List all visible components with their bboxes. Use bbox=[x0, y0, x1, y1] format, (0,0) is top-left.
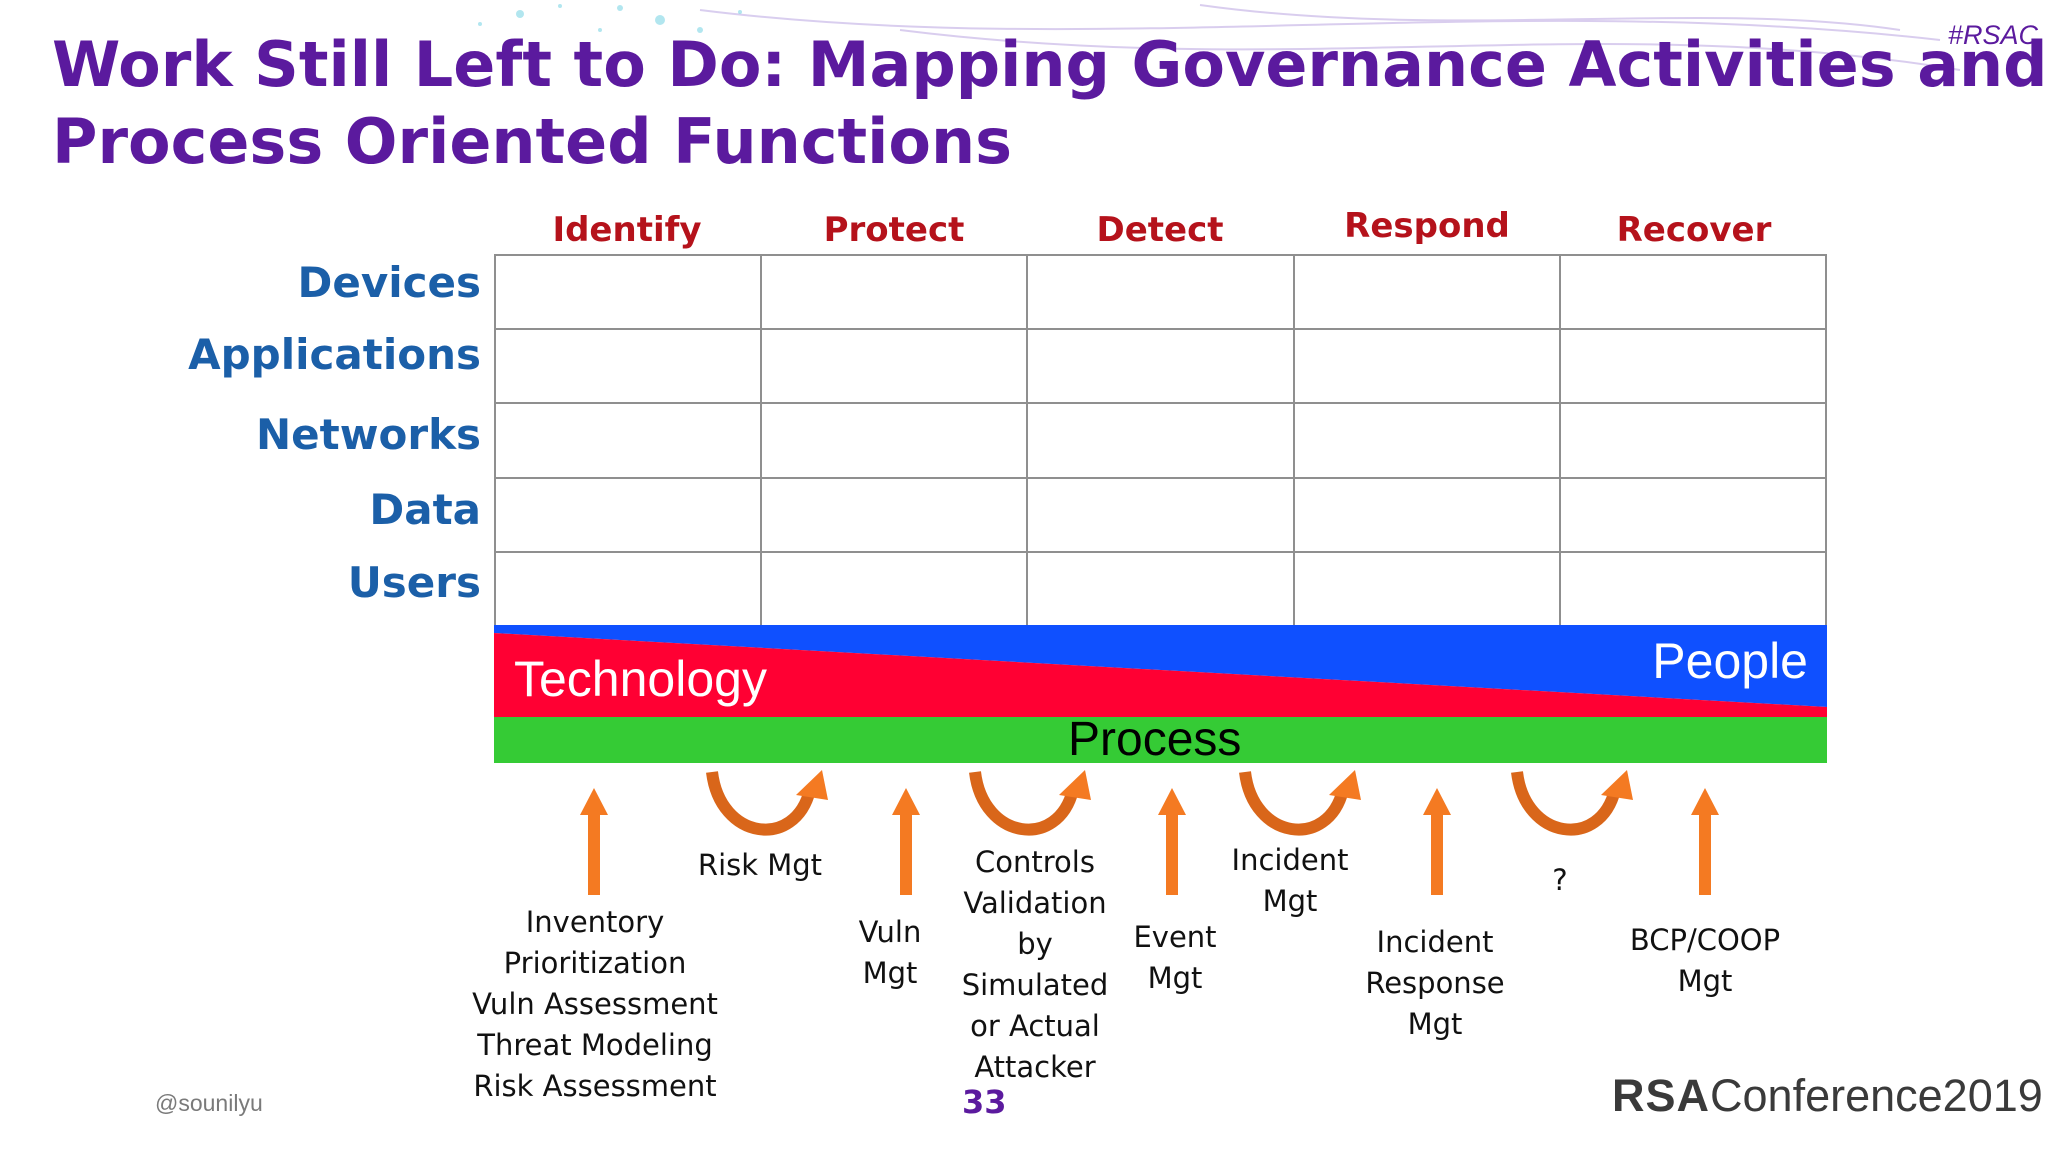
matrix-cell bbox=[1028, 256, 1295, 331]
people-band bbox=[494, 625, 1827, 707]
column-header-identify: Identify bbox=[552, 210, 702, 250]
author-handle: @sounilyu bbox=[155, 1090, 263, 1116]
process-label: Process bbox=[1068, 713, 1242, 766]
label-line: Incident bbox=[1231, 843, 1349, 877]
curved-arrow-incident bbox=[1239, 770, 1361, 836]
row-header-networks: Networks bbox=[255, 410, 481, 459]
row-header-users: Users bbox=[347, 558, 481, 607]
label-unknown: ? bbox=[1540, 860, 1580, 901]
arrow-bcp bbox=[1691, 788, 1719, 895]
label-incident-mgt: Incident Mgt bbox=[1225, 840, 1355, 922]
arrow-vuln bbox=[892, 788, 920, 895]
label-event-mgt: Event Mgt bbox=[1115, 917, 1235, 999]
process-band bbox=[494, 717, 1827, 763]
matrix-cell bbox=[1028, 478, 1295, 553]
curved-arrow-risk bbox=[706, 770, 828, 836]
label-line: Vuln bbox=[858, 915, 922, 949]
arrow-event bbox=[1158, 788, 1186, 895]
label-line: Mgt bbox=[1407, 1007, 1463, 1041]
label-bcp-coop-mgt: BCP/COOP Mgt bbox=[1615, 920, 1795, 1002]
column-header-recover: Recover bbox=[1616, 210, 1772, 250]
arrow-incident-response bbox=[1423, 788, 1451, 895]
label-vuln-mgt: Vuln Mgt bbox=[830, 912, 950, 994]
label-line: Risk Assessment bbox=[473, 1069, 717, 1103]
rsa-conference-logo: RSAConference2019 bbox=[1612, 1070, 2043, 1122]
label-line: or Actual bbox=[970, 1009, 1100, 1043]
technology-band bbox=[494, 633, 1827, 717]
label-line: Response bbox=[1365, 966, 1505, 1000]
label-line: Mgt bbox=[1262, 884, 1318, 918]
label-line: Risk Mgt bbox=[697, 848, 823, 882]
people-label: People bbox=[1652, 633, 1808, 689]
label-line: Prioritization bbox=[503, 946, 687, 980]
matrix-cell bbox=[1028, 404, 1295, 479]
matrix-cell bbox=[1294, 256, 1561, 331]
matrix-cell bbox=[1560, 404, 1827, 479]
row-header-devices: Devices bbox=[297, 258, 481, 307]
label-line: ? bbox=[1552, 863, 1568, 897]
matrix-cell bbox=[496, 478, 763, 553]
title-line-2: Process Oriented Functions bbox=[52, 105, 1013, 178]
page-number: 33 bbox=[962, 1083, 1007, 1121]
label-line: Simulated bbox=[961, 968, 1109, 1002]
column-header-detect: Detect bbox=[1096, 210, 1224, 250]
matrix-cell bbox=[1560, 330, 1827, 405]
label-line: Attacker bbox=[974, 1050, 1096, 1084]
matrix-cell bbox=[496, 256, 763, 331]
matrix-cell bbox=[496, 404, 763, 479]
matrix-cell bbox=[762, 404, 1029, 479]
title-line-1: Work Still Left to Do: Mapping Governanc… bbox=[52, 28, 2048, 101]
matrix-cell bbox=[1560, 478, 1827, 553]
curved-arrow-controls bbox=[969, 770, 1091, 836]
logo-text: Conference2019 bbox=[1710, 1070, 2043, 1121]
column-header-respond: Respond bbox=[1344, 206, 1510, 246]
matrix-cell bbox=[1294, 330, 1561, 405]
tech-people-process-band bbox=[494, 625, 1827, 763]
matrix-cell bbox=[1560, 256, 1827, 331]
label-line: Event bbox=[1133, 920, 1217, 954]
arrow-inventory bbox=[580, 788, 608, 895]
matrix-cell bbox=[762, 256, 1029, 331]
label-line: Mgt bbox=[1677, 964, 1733, 998]
label-line: Incident bbox=[1376, 925, 1494, 959]
matrix-cell bbox=[1028, 330, 1295, 405]
label-risk-mgt: Risk Mgt bbox=[680, 845, 840, 886]
label-line: Mgt bbox=[1147, 961, 1203, 995]
label-line: Validation bbox=[963, 886, 1107, 920]
label-line: Threat Modeling bbox=[477, 1028, 713, 1062]
matrix-cell bbox=[762, 478, 1029, 553]
matrix-cell bbox=[1294, 478, 1561, 553]
label-line: Vuln Assessment bbox=[472, 987, 718, 1021]
logo-bold: RSA bbox=[1612, 1070, 1711, 1121]
label-controls-validation: Controls Validation by Simulated or Actu… bbox=[945, 842, 1125, 1088]
decorative-swirl bbox=[478, 4, 1961, 71]
label-line: Mgt bbox=[862, 956, 918, 990]
technology-label: Technology bbox=[514, 651, 767, 707]
matrix-cell bbox=[1294, 404, 1561, 479]
label-line: Inventory bbox=[525, 905, 665, 939]
label-line: by bbox=[1017, 927, 1053, 961]
label-incident-response-mgt: Incident Response Mgt bbox=[1355, 922, 1515, 1045]
hashtag: #RSAC bbox=[1947, 20, 2038, 50]
matrix-cell bbox=[496, 330, 763, 405]
row-header-data: Data bbox=[369, 485, 481, 534]
column-header-protect: Protect bbox=[823, 210, 965, 250]
matrix-cell bbox=[762, 330, 1029, 405]
curved-arrow-unknown bbox=[1511, 770, 1633, 836]
slide-title: Work Still Left to Do: Mapping Governanc… bbox=[52, 26, 2048, 180]
row-header-applications: Applications bbox=[188, 330, 481, 379]
label-line: BCP/COOP bbox=[1629, 923, 1781, 957]
label-inventory: Inventory Prioritization Vuln Assessment… bbox=[470, 902, 720, 1107]
label-line: Controls bbox=[975, 845, 1095, 879]
